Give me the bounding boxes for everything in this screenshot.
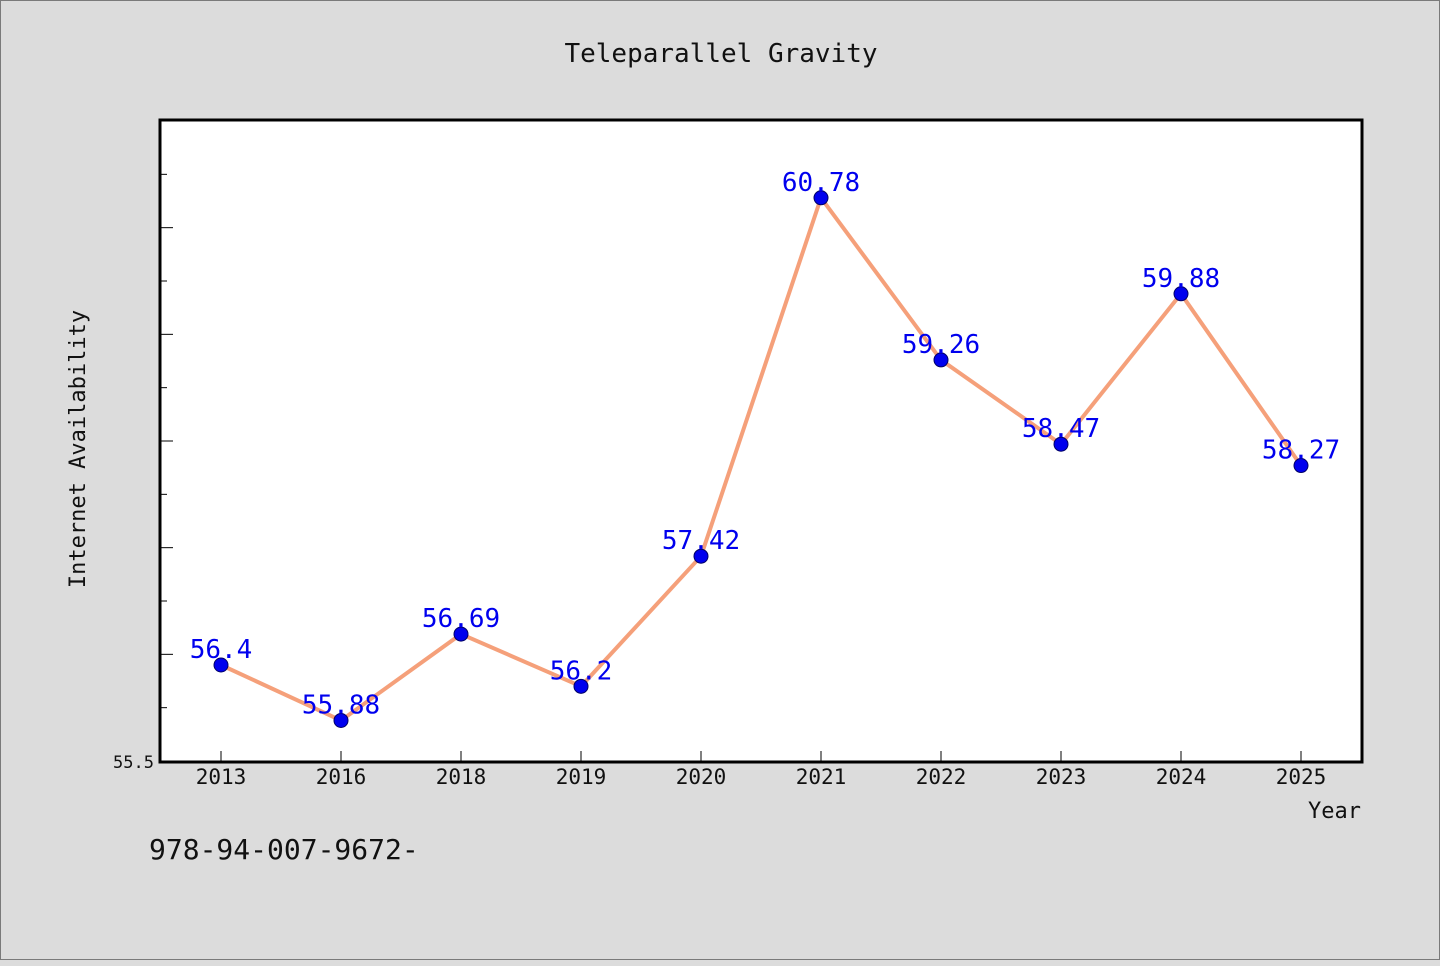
data-point-marker <box>933 352 949 368</box>
x-tick-label: 2019 <box>556 765 607 789</box>
x-tick-label: 2013 <box>196 765 247 789</box>
data-point-marker <box>1173 286 1189 302</box>
data-label: 56.2 <box>550 656 613 686</box>
data-label: 56.69 <box>422 604 500 634</box>
data-label: 60.78 <box>782 168 860 198</box>
data-label: 59.26 <box>902 330 980 360</box>
data-markers <box>213 190 1309 728</box>
x-axis-title: Year <box>1308 799 1361 824</box>
data-point-marker <box>693 548 709 564</box>
data-label: 56.4 <box>190 635 253 665</box>
data-point-marker <box>1293 458 1309 474</box>
x-tick-label: 2023 <box>1036 765 1087 789</box>
chart-title: Teleparallel Gravity <box>564 39 877 69</box>
x-tick-label: 2020 <box>676 765 727 789</box>
data-label: 58.27 <box>1262 436 1340 466</box>
x-tick-label: 2018 <box>436 765 487 789</box>
data-point-marker <box>573 678 589 694</box>
x-tick-label: 2024 <box>1156 765 1207 789</box>
x-tick-label: 2022 <box>916 765 967 789</box>
data-point-marker <box>813 190 829 206</box>
data-label: 58.47 <box>1022 414 1100 444</box>
data-point-marker <box>213 657 229 673</box>
data-label: 57.42 <box>662 526 740 556</box>
data-point-marker <box>1053 436 1069 452</box>
series-line-group <box>219 195 1303 723</box>
data-point-marker <box>453 626 469 642</box>
data-point-marker <box>333 712 349 728</box>
series-line <box>219 195 1303 723</box>
y-tick-label: 55.5 <box>113 753 154 773</box>
data-label: 55.88 <box>302 690 380 720</box>
x-tick-label: 2016 <box>316 765 367 789</box>
x-tick-labels: 2013 2016 2018 2019 2020 2021 2022 2023 2024 2025 <box>196 765 1327 789</box>
isbn-text: 978-94-007-9672- <box>149 833 419 866</box>
x-axis-ticks <box>220 751 1302 761</box>
x-tick-label: 2021 <box>796 765 847 789</box>
x-tick-label: 2025 <box>1276 765 1327 789</box>
plot-area <box>158 118 1364 764</box>
data-labels: 56.4 55.88 56.69 56.2 57.42 60.78 59.26 58.47 59… <box>190 168 1340 721</box>
y-axis-ticks <box>161 120 173 762</box>
data-label: 59.88 <box>1142 264 1220 294</box>
y-axis-title: Internet Availability <box>66 310 91 588</box>
